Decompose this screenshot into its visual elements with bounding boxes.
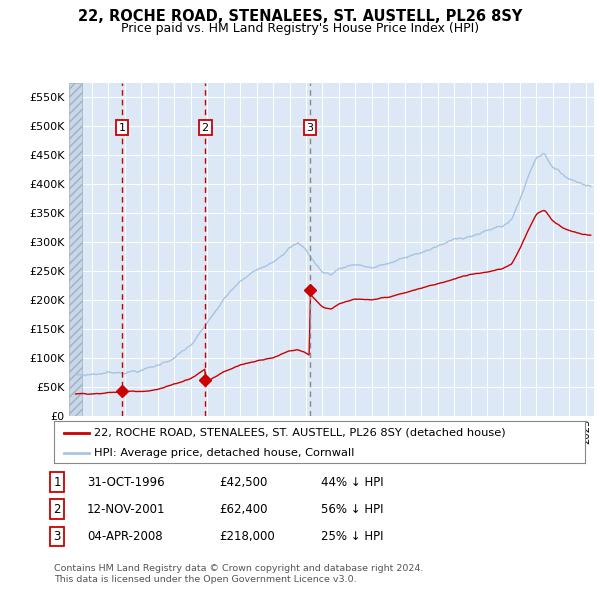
Text: 31-OCT-1996: 31-OCT-1996 bbox=[87, 476, 164, 489]
Text: This data is licensed under the Open Government Licence v3.0.: This data is licensed under the Open Gov… bbox=[54, 575, 356, 584]
Text: £218,000: £218,000 bbox=[219, 530, 275, 543]
Text: £42,500: £42,500 bbox=[219, 476, 268, 489]
Text: 2: 2 bbox=[53, 503, 61, 516]
Text: 1: 1 bbox=[119, 123, 126, 133]
Text: £62,400: £62,400 bbox=[219, 503, 268, 516]
Text: Price paid vs. HM Land Registry's House Price Index (HPI): Price paid vs. HM Land Registry's House … bbox=[121, 22, 479, 35]
Text: 22, ROCHE ROAD, STENALEES, ST. AUSTELL, PL26 8SY (detached house): 22, ROCHE ROAD, STENALEES, ST. AUSTELL, … bbox=[94, 428, 505, 438]
Text: HPI: Average price, detached house, Cornwall: HPI: Average price, detached house, Corn… bbox=[94, 448, 354, 458]
Text: Contains HM Land Registry data © Crown copyright and database right 2024.: Contains HM Land Registry data © Crown c… bbox=[54, 565, 424, 573]
Text: 3: 3 bbox=[307, 123, 314, 133]
Text: 2: 2 bbox=[202, 123, 209, 133]
Text: 1: 1 bbox=[53, 476, 61, 489]
Text: 04-APR-2008: 04-APR-2008 bbox=[87, 530, 163, 543]
Bar bbox=[69, 83, 82, 416]
Text: 56% ↓ HPI: 56% ↓ HPI bbox=[321, 503, 383, 516]
Text: 25% ↓ HPI: 25% ↓ HPI bbox=[321, 530, 383, 543]
Text: 3: 3 bbox=[53, 530, 61, 543]
Text: 12-NOV-2001: 12-NOV-2001 bbox=[87, 503, 166, 516]
Text: 44% ↓ HPI: 44% ↓ HPI bbox=[321, 476, 383, 489]
Text: 22, ROCHE ROAD, STENALEES, ST. AUSTELL, PL26 8SY: 22, ROCHE ROAD, STENALEES, ST. AUSTELL, … bbox=[78, 9, 522, 24]
